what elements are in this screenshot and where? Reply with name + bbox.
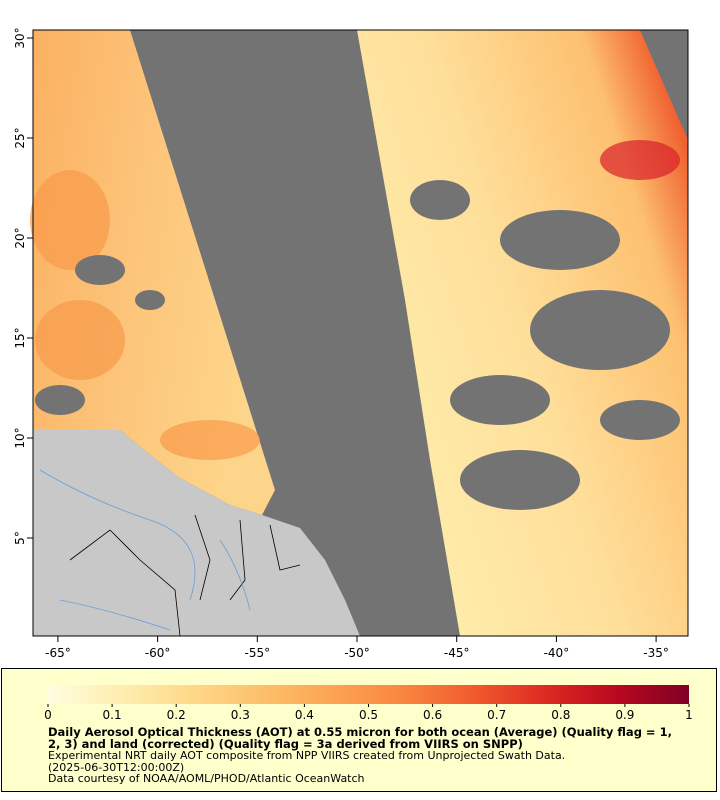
y-tick-label: 15° [13, 327, 27, 348]
colorbar-ramp [48, 685, 689, 704]
frame [32, 29, 689, 637]
colorbar-tick-label: 0.6 [423, 708, 442, 722]
x-tick-label: -35° [643, 646, 669, 660]
colorbar-tick-label: 0.9 [615, 708, 634, 722]
colorbar-tick-label: 1 [685, 708, 693, 722]
colorbar-tick-label: 0 [44, 708, 52, 722]
y-tick-label: 30° [13, 27, 27, 48]
legend-text: Daily Aerosol Optical Thickness (AOT) at… [48, 725, 678, 785]
aot-high [30, 140, 680, 460]
x-tick-label: -45° [444, 646, 470, 660]
legend-title: Daily Aerosol Optical Thickness (AOT) at… [48, 725, 672, 751]
y-tick-label: 5° [13, 531, 27, 545]
land [33, 430, 360, 636]
y-tick-label: 20° [13, 227, 27, 248]
borders [69, 514, 301, 637]
rivers [39, 469, 251, 631]
x-tick-label: -40° [544, 646, 570, 660]
y-tick-label: 10° [13, 427, 27, 448]
x-tick-label: -60° [145, 646, 171, 660]
colorbar-tick-label: 0.8 [551, 708, 570, 722]
colorbar-tick-label: 0.3 [231, 708, 250, 722]
x-tick-label: -50° [344, 646, 370, 660]
no-data-patches [35, 180, 680, 510]
map: -65° -60° -55° -50° -45° -40° -35° 5° 10° 15° 20° 2… [13, 27, 689, 660]
x-tick-label: -65° [45, 646, 71, 660]
legend-line: Data courtesy of NOAA/AOML/PHOD/Atlantic… [48, 772, 365, 785]
legend-line: (2025-06-30T12:00:00Z) [48, 760, 185, 774]
y-tick-label: 25° [13, 127, 27, 148]
legend-line: Experimental NRT daily AOT composite fro… [48, 749, 566, 762]
swath-west [33, 30, 275, 515]
colorbar-tick-label: 0.2 [167, 708, 186, 722]
colorbar-tick-label: 0.4 [295, 708, 314, 722]
colorbar-tick-label: 0.1 [103, 708, 122, 722]
colorbar-tick-label: 0.7 [487, 708, 506, 722]
x-tick-label: -55° [245, 646, 271, 660]
colorbar-tick-label: 0.5 [359, 708, 378, 722]
colorbar: 0 0.1 0.2 0.3 0.4 0.5 0.6 0.7 0.8 0.9 1 [44, 685, 693, 722]
legend: 0 0.1 0.2 0.3 0.4 0.5 0.6 0.7 0.8 0.9 1 Daily Aero… [1, 668, 717, 792]
